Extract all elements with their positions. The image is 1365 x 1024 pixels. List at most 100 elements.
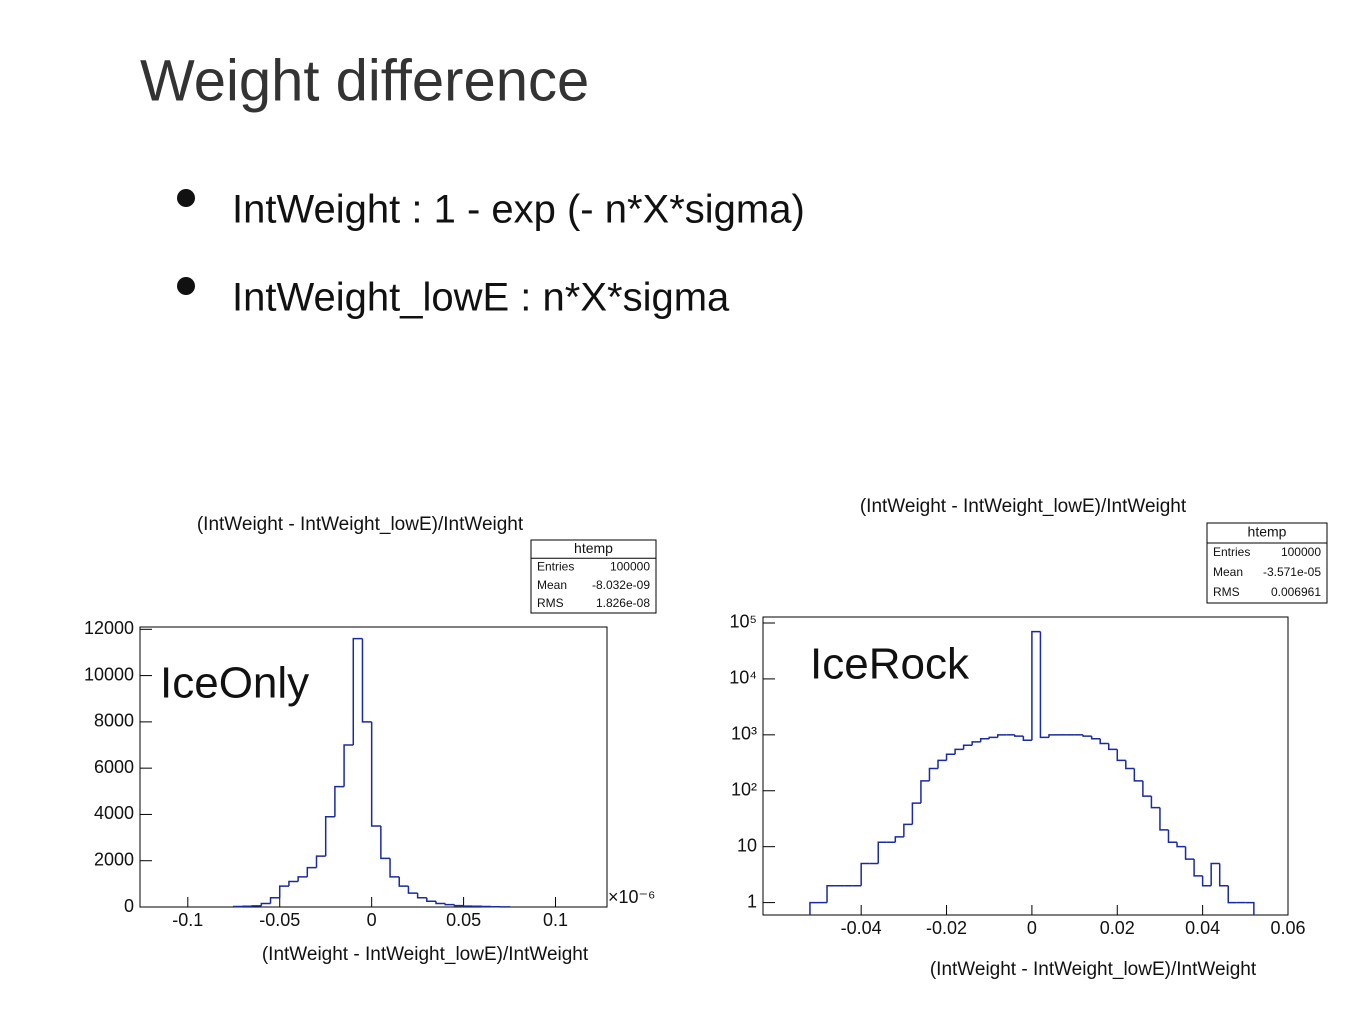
x-tick-label: 0.1 [543,910,568,930]
histogram-bin [398,876,409,887]
histogram-bin [343,744,354,787]
histogram-bin [324,816,335,857]
histogram-bin [370,721,381,827]
x-tick-label: -0.05 [259,910,300,930]
histogram-bin [1125,760,1135,770]
histogram-bin [315,855,326,868]
histogram-bin [979,738,990,742]
y-tick-label: 8000 [94,711,134,731]
histogram-bin [1227,885,1237,904]
slide-title: Weight difference [140,48,589,113]
bullet-dot [177,189,195,207]
histogram-bin [903,823,913,837]
plot-frame [139,626,608,908]
y-tick-label: 6000 [94,757,134,777]
histogram-bin [826,885,836,903]
histogram-bin [306,866,317,877]
y-tick-label: 0 [124,896,134,916]
x-tick-label: 0 [1027,918,1037,938]
histogram-bin [407,886,418,894]
histogram-bin [1022,736,1032,742]
y-tick-label: 1 [747,891,757,911]
histogram-bin [962,744,973,750]
histogram-bin [334,785,345,817]
y-tick-label: 12000 [84,618,134,638]
histogram-bin [1090,736,1101,740]
stats-title: htemp [574,540,613,556]
stats-label: RMS [1213,585,1240,599]
histogram-bin [1133,768,1143,782]
histogram-bin [278,885,289,898]
histogram-bin [860,862,870,886]
histogram-bin [444,903,455,906]
histogram-bin [1107,743,1118,751]
histogram-bin [1082,734,1092,737]
x-tick-label: 0.04 [1185,918,1220,938]
histogram-bin [937,759,947,769]
stats-label: Mean [1213,565,1243,579]
chart-title: (IntWeight - IntWeight_lowE)/IntWeight [197,514,524,535]
histogram-bin [380,826,391,860]
y-tick-label: 10000 [84,664,134,684]
bullet-dot [177,277,195,295]
stats-label: Entries [537,560,574,574]
histogram-bin [426,897,437,902]
histogram-bin [928,767,938,781]
stats-title: htemp [1248,524,1287,540]
histogram-bin [389,858,400,878]
histogram-bin [988,736,998,739]
histogram-bin [1048,734,1058,738]
histogram-bin [453,904,464,907]
histogram-bin [945,753,956,761]
histogram-bin [809,901,819,915]
histogram-bin [971,741,981,746]
y-tick-label: 10⁴ [729,668,757,688]
histogram-bin [1218,863,1229,887]
x-multiplier: ×10⁻⁶ [608,887,655,907]
stats-box [1206,522,1328,604]
histogram-bin [997,734,1007,738]
histogram-bin [877,841,887,864]
y-tick-label: 10² [731,780,757,800]
x-axis-title: (IntWeight - IntWeight_lowE)/IntWeight [262,944,589,965]
x-axis-title: (IntWeight - IntWeight_lowE)/IntWeight [930,959,1257,980]
histogram-bin [435,901,446,905]
histogram-bin [1150,796,1160,809]
histogram-bin [288,880,299,887]
x-tick-label: -0.1 [172,910,203,930]
stats-label: RMS [537,596,564,610]
histogram-bin [894,836,904,843]
histogram-bin [1176,842,1186,848]
x-tick-label: 0.02 [1100,918,1135,938]
chart-title: (IntWeight - IntWeight_lowE)/IntWeight [860,496,1187,517]
stats-value: 1.826e-08 [596,596,650,610]
x-tick-label: 0 [367,910,377,930]
bullet: IntWeight : 1 - exp (- n*X*sigma) [232,188,805,232]
histogram-bin [297,876,308,882]
histogram-bin [1116,749,1126,762]
histogram-bin [1193,859,1203,877]
histogram-bin [361,638,372,723]
histogram-bin [920,780,930,804]
histogram-bin [1039,631,1049,739]
y-tick-label: 10 [737,835,757,855]
histogram-bin [260,902,271,906]
bullet: IntWeight_lowE : n*X*sigma [232,276,730,320]
stats-box [530,539,657,614]
histogram-bin [1031,630,1041,741]
plot-frame [762,616,1289,916]
histogram-bin [1167,829,1178,843]
stats-label: Mean [537,578,567,592]
histogram-bin [269,896,280,904]
histogram-bin [1014,734,1024,737]
histogram-bin [416,893,427,899]
histogram-bin [1210,862,1220,886]
stats-label: Entries [1213,545,1250,559]
x-tick-label: -0.04 [841,918,882,938]
chart-annotation: IceOnly [160,659,309,708]
histogram-bin [1245,901,1255,915]
y-tick-label: 10³ [731,724,757,744]
stats-value: -3.571e-05 [1263,565,1321,579]
stats-value: 0.006961 [1271,585,1321,599]
